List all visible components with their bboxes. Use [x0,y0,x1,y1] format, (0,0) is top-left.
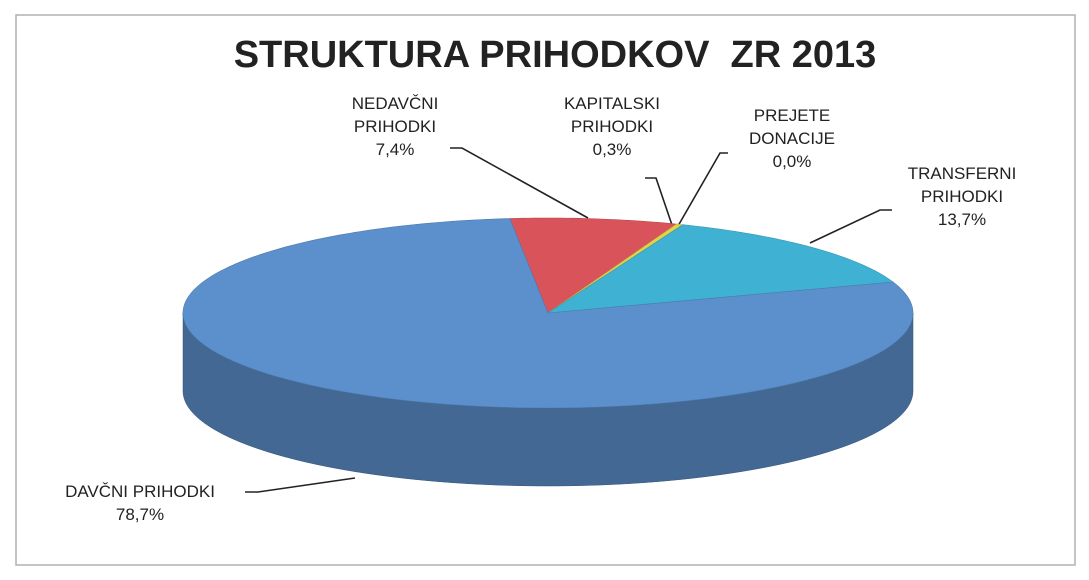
slice-name: KAPITALSKI PRIHODKI [563,94,661,136]
slice-value: 7,4% [375,140,415,159]
leader-line [245,477,356,493]
leader-line [645,177,673,226]
pie-tops [182,217,914,409]
slice-name: PREJETE DONACIJE [749,106,835,148]
leader-lines [245,147,892,493]
leader-line [450,147,589,219]
leader-line [809,209,892,244]
slice-label: PREJETE DONACIJE 0,0% [732,104,852,173]
slice-label: DAVČNI PRIHODKI 78,7% [20,480,260,526]
pie-slice [547,224,894,314]
pie-slice [509,217,678,314]
slice-label: NEDAVČNI PRIHODKI 7,4% [335,92,455,161]
slice-name: NEDAVČNI PRIHODKI [351,94,439,136]
pie-slice [182,218,914,409]
slice-value: 13,7% [937,210,987,229]
slice-label: TRANSFERNI PRIHODKI 13,7% [892,162,1032,231]
slice-name: TRANSFERNI PRIHODKI [907,164,1017,206]
slice-value: 0,0% [772,152,812,171]
slice-value: 78,7% [115,505,165,524]
slice-name: DAVČNI PRIHODKI [65,482,215,501]
slice-value: 0,3% [592,140,632,159]
chart-title: STRUKTURA PRIHODKOV ZR 2013 [233,34,877,76]
slice-label: KAPITALSKI PRIHODKI 0,3% [547,92,677,161]
leader-line [677,152,728,227]
